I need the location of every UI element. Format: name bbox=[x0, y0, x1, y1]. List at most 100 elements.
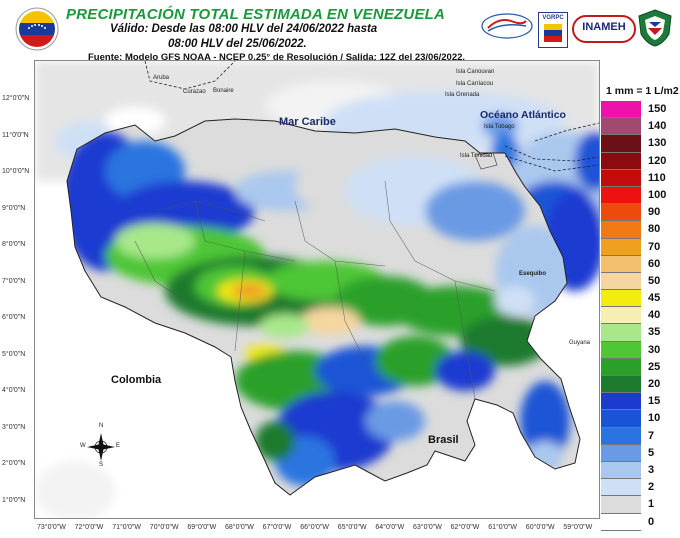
label-guyana: Guyana bbox=[569, 340, 591, 346]
legend-item: 35 bbox=[601, 324, 660, 342]
lon-label: 62°0'0"W bbox=[450, 524, 480, 531]
label-oceano-atlantico: Océano Atlántico bbox=[480, 109, 566, 121]
legend-item: 90 bbox=[601, 204, 660, 222]
legend-swatch bbox=[601, 376, 641, 394]
legend-swatch bbox=[601, 358, 641, 376]
legend-item: 7 bbox=[601, 427, 654, 445]
label-isla-grenada: Isla Grenada bbox=[445, 92, 480, 98]
lon-label: 72°0'0"W bbox=[74, 524, 104, 531]
label-bonaire: Bonaire bbox=[213, 88, 234, 94]
legend-item: 50 bbox=[601, 272, 660, 291]
legend-label: 3 bbox=[648, 463, 655, 476]
legend-label: 10 bbox=[648, 412, 661, 425]
lat-label: 3°0'0"N bbox=[2, 423, 26, 431]
legend-item: 120 bbox=[601, 152, 666, 170]
legend-swatch bbox=[601, 186, 641, 205]
lat-label: 5°0'0"N bbox=[2, 350, 26, 358]
legend-item: 20 bbox=[601, 376, 660, 394]
lon-label: 66°0'0"W bbox=[300, 524, 329, 531]
legend-swatch bbox=[601, 101, 641, 119]
legend-swatch bbox=[601, 324, 641, 342]
legend-label: 2 bbox=[648, 481, 655, 494]
legend-item: 5 bbox=[601, 444, 654, 462]
legend-item: 10 bbox=[601, 410, 660, 428]
legend-label: 60 bbox=[648, 257, 661, 270]
legend-label: 140 bbox=[648, 120, 667, 133]
header: PRECIPITACIÓN TOTAL ESTIMADA EN VENEZUEL… bbox=[0, 0, 680, 63]
legend-label: 30 bbox=[648, 343, 661, 356]
legend-item: 100 bbox=[601, 186, 666, 205]
lat-label: 1°0'0"N bbox=[2, 496, 26, 504]
legend-label: 40 bbox=[648, 309, 661, 322]
lon-label: 60°0'0"W bbox=[525, 524, 555, 531]
lon-label: 71°0'0"W bbox=[112, 524, 141, 531]
legend-item: 110 bbox=[601, 169, 666, 187]
legend-item: 3 bbox=[601, 461, 654, 480]
legend-swatch bbox=[601, 255, 641, 273]
label-colombia: Colombia bbox=[111, 374, 162, 386]
legend-swatch bbox=[601, 118, 641, 136]
label-isla-trinidad: Isla Trinidad bbox=[460, 153, 493, 159]
label-isla-canouvan: Isla Canouvan bbox=[456, 69, 495, 75]
legend-label: 120 bbox=[648, 154, 667, 167]
lon-label: 69°0'0"W bbox=[187, 524, 217, 531]
compass-s: S bbox=[99, 462, 104, 468]
institution-shield-logo bbox=[638, 9, 672, 47]
validity-start: Válido: Desde las 08:00 HLV del 24/06/20… bbox=[110, 23, 378, 35]
lat-label: 8°0'0"N bbox=[2, 241, 26, 248]
lat-label: 11°0'0"N bbox=[2, 131, 29, 139]
lat-label: 10°0'0"N bbox=[2, 168, 30, 175]
lon-label: 59°0'0"W bbox=[563, 524, 593, 531]
legend-label: 0 bbox=[648, 515, 655, 528]
legend-swatch bbox=[601, 152, 641, 170]
legend-swatch bbox=[601, 204, 641, 222]
cuadrantes-de-paz-logo bbox=[481, 13, 533, 39]
legend-item: 1 bbox=[601, 496, 654, 514]
legend-item: 130 bbox=[601, 135, 666, 153]
legend-item: 40 bbox=[601, 307, 660, 325]
legend-title: 1 mm = 1 L/m2 bbox=[606, 85, 679, 97]
legend-item: 45 bbox=[601, 290, 660, 308]
legend-label: 80 bbox=[648, 223, 661, 236]
legend-swatch bbox=[601, 513, 641, 531]
data-source: Fuente: Modelo GFS NOAA - NCEP 0,25° de … bbox=[88, 52, 466, 63]
validity-end: 08:00 HLV del 25/06/2022. bbox=[168, 38, 307, 50]
legend: 150 140 130 120 110 100 90 80 70 60 50 45 40 35 30 25 20… bbox=[601, 101, 666, 531]
lon-label: 64°0'0"W bbox=[375, 524, 405, 531]
lat-label: 2°0'0"N bbox=[2, 460, 26, 467]
legend-item: 15 bbox=[601, 393, 660, 411]
lat-label: 6°0'0"N bbox=[2, 314, 26, 321]
legend-item: 30 bbox=[601, 341, 660, 359]
legend-label: 35 bbox=[648, 326, 661, 339]
legend-label: 100 bbox=[648, 188, 667, 201]
legend-swatch bbox=[601, 410, 641, 428]
legend-label: 7 bbox=[648, 429, 655, 442]
precipitation-map: Mar Caribe Océano Atlántico Colombia Bra… bbox=[34, 60, 600, 519]
lat-label: 12°0'0"N bbox=[2, 95, 30, 102]
legend-swatch bbox=[601, 444, 641, 462]
lon-label: 65°0'0"W bbox=[337, 524, 367, 531]
label-mar-caribe: Mar Caribe bbox=[279, 116, 336, 128]
label-isla-carriacou: Isla Carriacou bbox=[456, 81, 494, 87]
legend-label: 15 bbox=[648, 395, 661, 408]
map-title: PRECIPITACIÓN TOTAL ESTIMADA EN VENEZUEL… bbox=[66, 6, 446, 23]
legend-label: 130 bbox=[648, 137, 667, 150]
legend-swatch bbox=[601, 461, 641, 480]
label-isla-tobago: Isla Tobago bbox=[484, 124, 515, 130]
legend-item: 70 bbox=[601, 238, 660, 256]
legend-label: 25 bbox=[648, 360, 661, 373]
compass-w: W bbox=[80, 443, 86, 449]
legend-item: 150 bbox=[601, 101, 666, 119]
legend-item: 2 bbox=[601, 479, 654, 497]
legend-label: 1 bbox=[648, 498, 655, 511]
inameh-logo: INAMEH bbox=[572, 15, 636, 43]
venezuela-flag-logo bbox=[15, 7, 59, 51]
compass-rose bbox=[87, 433, 115, 461]
lon-label: 61°0'0"W bbox=[488, 524, 517, 531]
precipitation-map-canvas bbox=[35, 61, 599, 518]
lon-label: 67°0'0"W bbox=[262, 524, 292, 531]
legend-item: 60 bbox=[601, 255, 660, 273]
legend-label: 150 bbox=[648, 103, 667, 115]
legend-label: 70 bbox=[648, 240, 661, 253]
legend-item: 0 bbox=[601, 513, 654, 531]
